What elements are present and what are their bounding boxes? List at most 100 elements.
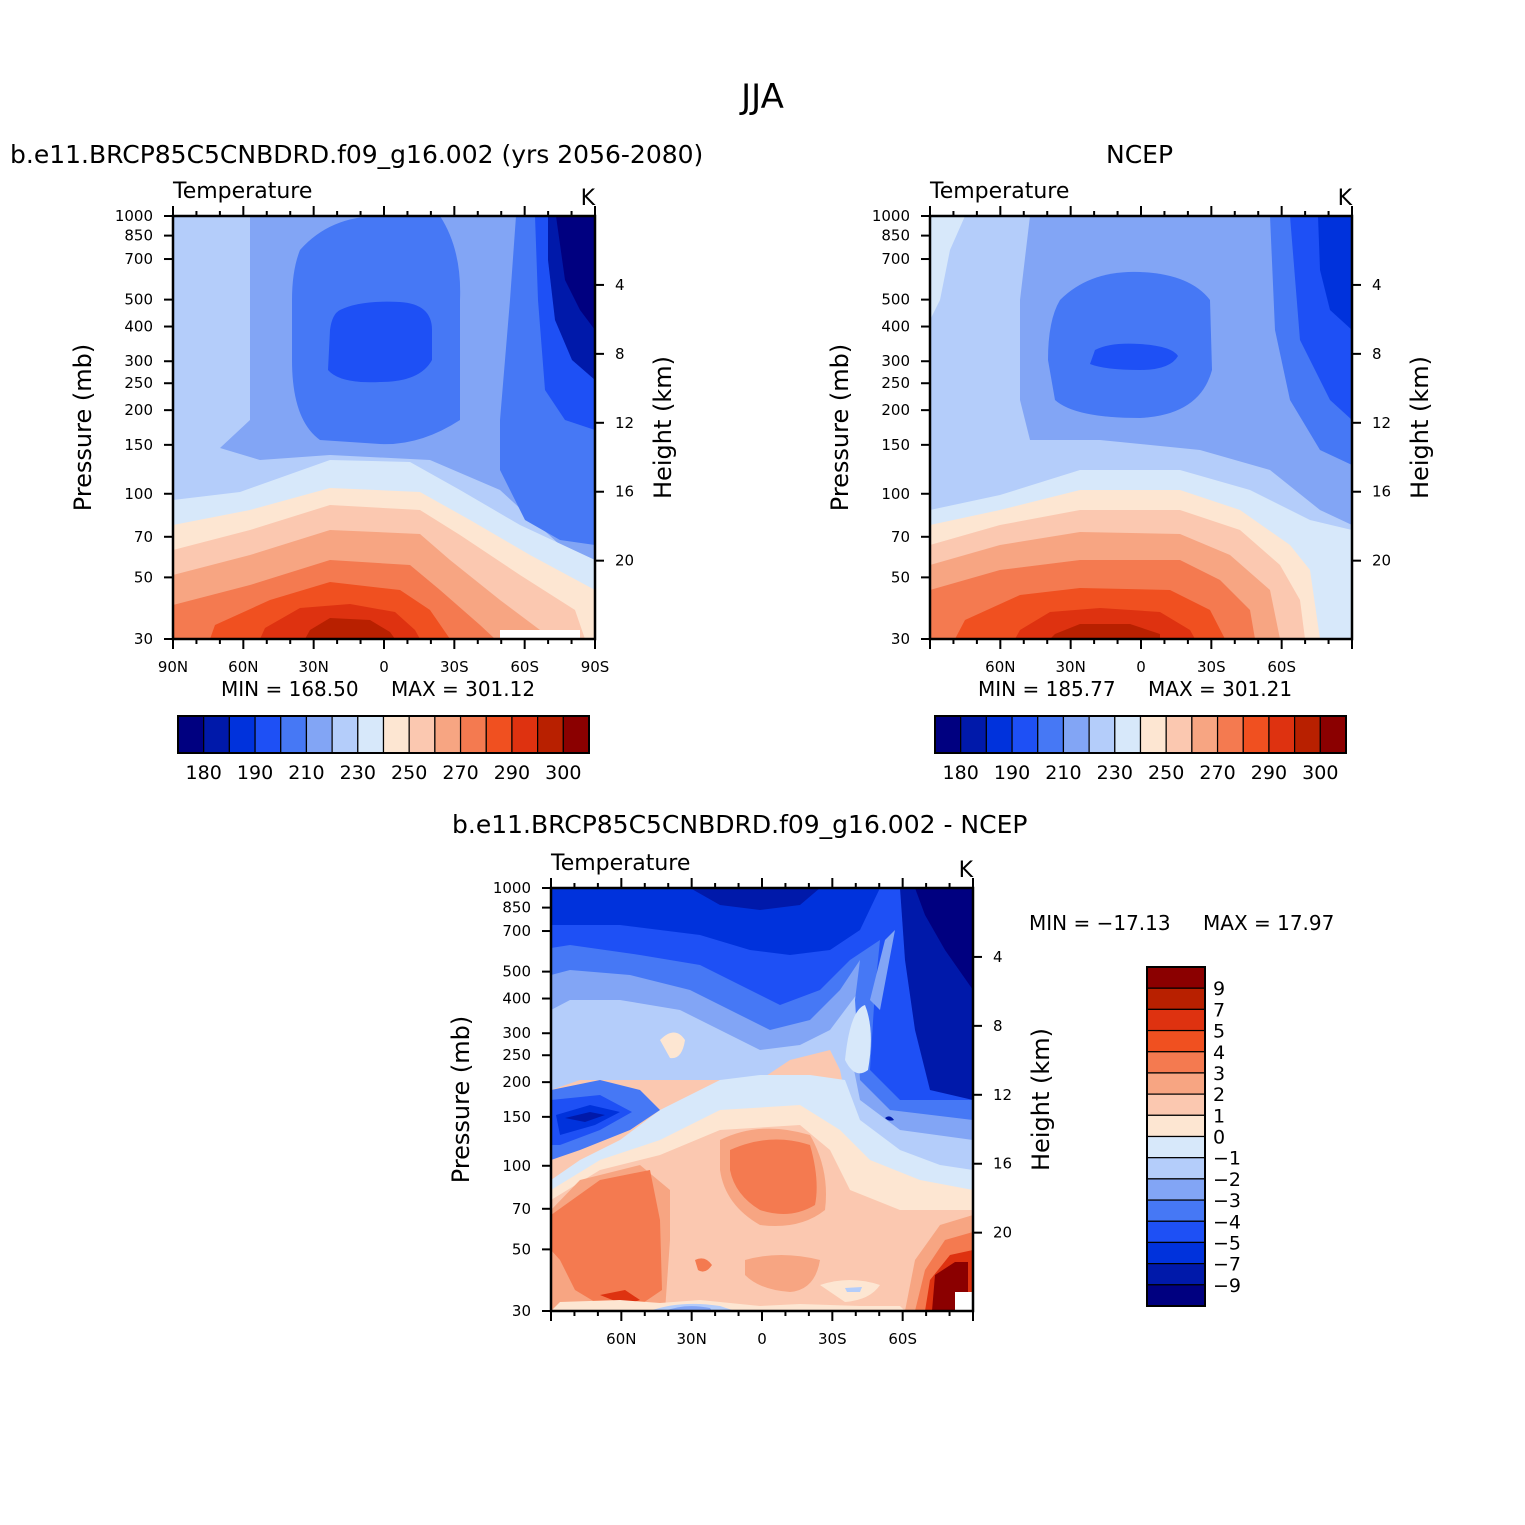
colorbar-swatch [434, 715, 462, 754]
colorbar-swatch [1146, 966, 1206, 989]
colorbar-frame [177, 715, 590, 754]
pressure-tick-label: 300 [881, 352, 910, 370]
height-tick-label: 8 [1372, 345, 1382, 363]
pressure-tick-label: 1000 [115, 207, 153, 225]
colorbar-label: 180 [186, 762, 222, 784]
contour-field-model [173, 216, 595, 639]
y-axis-title: Pressure (mb) [826, 344, 854, 511]
pressure-tick-label: 250 [502, 1046, 531, 1064]
pressure-tick-label: 300 [502, 1024, 531, 1042]
pressure-tick-label: 850 [124, 227, 153, 245]
height-tick-label: 4 [615, 276, 625, 294]
colorbar-swatch [331, 715, 359, 754]
pressure-tick-label: 850 [502, 899, 531, 917]
axes-ncep: 305070100150200250300400500700850100060N… [826, 179, 1434, 701]
colorbar-swatch [1146, 1157, 1206, 1180]
height-tick-label: 8 [993, 1017, 1003, 1035]
colorbar-swatch [1146, 1135, 1206, 1159]
colorbar-label: −7 [1213, 1254, 1241, 1276]
colorbar-label: 210 [288, 762, 324, 784]
colorbar-label: 9 [1213, 978, 1225, 1000]
latitude-tick-label: 30N [299, 658, 329, 676]
colorbar-model: 180 190 210 230 250 270 290 300 [177, 715, 590, 784]
latitude-tick-label: 60N [228, 658, 258, 676]
colorbar-label: −5 [1213, 1232, 1241, 1254]
pressure-tick-label: 250 [124, 374, 153, 392]
height-tick-label: 20 [1372, 552, 1391, 570]
colorbar-label: 190 [237, 762, 273, 784]
height-tick-label: 20 [993, 1224, 1012, 1242]
colorbar-label: 270 [442, 762, 478, 784]
pressure-tick-label: 70 [134, 528, 153, 546]
colorbar-label: −9 [1213, 1275, 1241, 1297]
pressure-tick-label: 1000 [493, 879, 531, 897]
pressure-tick-label: 200 [881, 401, 910, 419]
colorbar-swatch [985, 715, 1013, 754]
colorbar-swatch [1146, 1051, 1206, 1074]
colorbar-swatch [408, 715, 436, 754]
colorbar-label: 270 [1199, 762, 1235, 784]
colorbar-label: 2 [1213, 1084, 1225, 1106]
panel-title-model: b.e11.BRCP85C5CNBDRD.f09_g16.002 (yrs 20… [10, 140, 704, 169]
colorbar-swatch [254, 715, 282, 754]
latitude-tick-label: 90N [158, 658, 188, 676]
pressure-tick-label: 100 [502, 1157, 531, 1175]
latitude-tick-label: 0 [1136, 658, 1146, 676]
pressure-tick-label: 250 [881, 374, 910, 392]
panel-title-ncep: NCEP [1106, 140, 1174, 169]
colorbar-frame [1146, 966, 1206, 1307]
colorbar-label: 230 [1097, 762, 1133, 784]
height-tick-label: 8 [615, 345, 625, 363]
latitude-tick-label: 30S [440, 658, 469, 676]
axes-difference: 305070100150200250300400500700850100060N… [447, 851, 1334, 1348]
colorbar-label: 0 [1213, 1127, 1225, 1149]
colorbar-label: 250 [1148, 762, 1184, 784]
pressure-tick-label: 400 [881, 318, 910, 336]
colorbar-label: 180 [943, 762, 979, 784]
latitude-tick-label: 60S [510, 658, 539, 676]
pressure-tick-label: 400 [502, 990, 531, 1008]
colorbar-label: 1 [1213, 1105, 1225, 1127]
colorbar-swatch [177, 715, 205, 754]
panel-title-difference: b.e11.BRCP85C5CNBDRD.f09_g16.002 - NCEP [452, 810, 1028, 839]
colorbar-label: −1 [1213, 1148, 1241, 1170]
colorbar-swatch [1216, 715, 1244, 754]
colorbar-swatch [1037, 715, 1065, 754]
units-label: K [959, 858, 974, 883]
pressure-tick-label: 1000 [872, 207, 910, 225]
pressure-tick-label: 850 [881, 227, 910, 245]
colorbar-swatch [1146, 1029, 1206, 1053]
colorbar-swatch [562, 715, 590, 754]
colorbar-swatch [1146, 1284, 1206, 1307]
units-label: K [581, 186, 596, 211]
variable-label: Temperature [172, 179, 312, 204]
axes-model: 305070100150200250300400500700850100090N… [69, 179, 677, 701]
colorbar-swatch [1011, 715, 1039, 754]
colorbar-swatch [228, 715, 256, 754]
colorbar-swatch [1146, 1220, 1206, 1244]
height-tick-label: 16 [615, 483, 634, 501]
pressure-tick-label: 200 [124, 401, 153, 419]
y-axis-right-title: Height (km) [1027, 1028, 1055, 1171]
variable-label: Temperature [929, 179, 1069, 204]
pressure-tick-label: 500 [881, 291, 910, 309]
max-label: MAX = 301.12 [391, 677, 535, 701]
colorbar-label: 300 [545, 762, 581, 784]
pressure-tick-label: 50 [891, 568, 910, 586]
height-tick-label: 12 [1372, 414, 1391, 432]
latitude-tick-label: 0 [757, 1330, 767, 1348]
colorbar-swatch [382, 715, 410, 754]
colorbar-swatch [203, 715, 230, 754]
pressure-tick-label: 300 [124, 352, 153, 370]
colorbar-swatch [1146, 1008, 1206, 1032]
min-label: MIN = 168.50 [221, 677, 359, 701]
height-tick-label: 4 [1372, 276, 1382, 294]
contour-field-ncep [930, 216, 1352, 639]
colorbar-swatch [1146, 1114, 1206, 1138]
pressure-tick-label: 50 [134, 568, 153, 586]
contour-field-difference [551, 888, 973, 1311]
colorbar-swatch [1242, 715, 1270, 754]
min-label: MIN = 185.77 [978, 677, 1116, 701]
